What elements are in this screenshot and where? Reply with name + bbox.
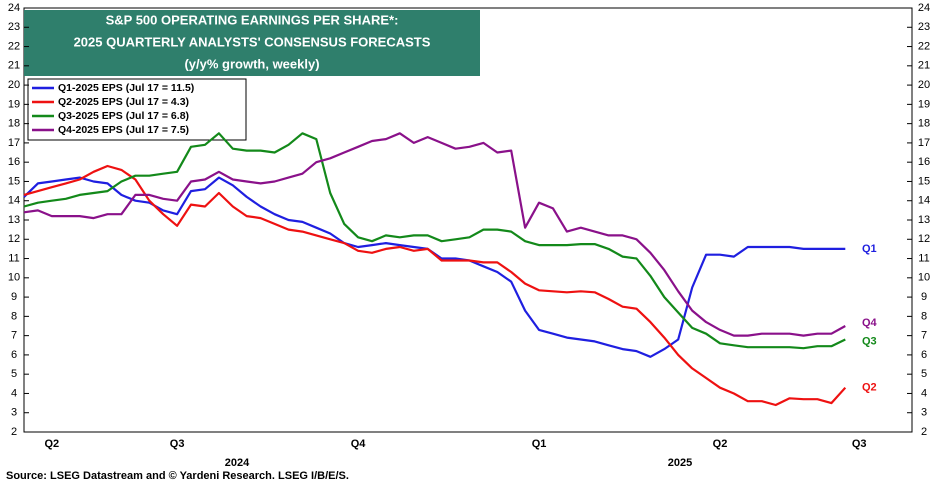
y-tick-label: 12 xyxy=(8,233,20,245)
y-tick-label-right: 24 xyxy=(918,2,930,14)
y-tick-label: 10 xyxy=(8,272,20,284)
y-tick-label: 2 xyxy=(11,426,17,438)
x-tick-label: Q1 xyxy=(532,438,547,450)
title-box xyxy=(24,10,480,76)
y-tick-label: 3 xyxy=(11,407,17,419)
y-tick-label-right: 14 xyxy=(918,195,930,207)
year-label: 2024 xyxy=(225,457,250,469)
y-tick-label: 21 xyxy=(8,60,20,72)
y-tick-label: 13 xyxy=(8,214,20,226)
y-tick-label-right: 2 xyxy=(921,426,927,438)
y-tick-label-right: 15 xyxy=(918,175,930,187)
y-tick-label-right: 16 xyxy=(918,156,930,168)
y-tick-label-right: 3 xyxy=(921,407,927,419)
y-tick-label: 4 xyxy=(11,387,17,399)
y-tick-label: 17 xyxy=(8,137,20,149)
series-end-label: Q2 xyxy=(862,382,877,394)
y-tick-label: 15 xyxy=(8,175,20,187)
x-tick-label: Q4 xyxy=(351,438,367,450)
year-label: 2025 xyxy=(668,457,692,469)
legend-label: Q2-2025 EPS (Jul 17 = 4.3) xyxy=(58,96,189,108)
chart-title: 2025 QUARTERLY ANALYSTS' CONSENSUS FOREC… xyxy=(74,34,431,49)
y-tick-label-right: 11 xyxy=(918,252,929,264)
x-tick-label: Q2 xyxy=(44,438,59,450)
y-tick-label-right: 5 xyxy=(921,368,927,380)
y-tick-label: 19 xyxy=(8,98,20,110)
y-tick-label-right: 12 xyxy=(918,233,930,245)
source-note: Source: LSEG Datastream and © Yardeni Re… xyxy=(6,470,349,482)
x-tick-label: Q3 xyxy=(170,438,185,450)
chart-title: S&P 500 OPERATING EARNINGS PER SHARE*: xyxy=(106,12,399,27)
y-tick-label: 6 xyxy=(11,349,17,361)
y-tick-label-right: 20 xyxy=(918,79,930,91)
y-tick-label-right: 23 xyxy=(918,21,930,33)
y-tick-label-right: 7 xyxy=(921,330,927,342)
y-tick-label-right: 21 xyxy=(918,60,930,72)
y-tick-label: 18 xyxy=(8,118,20,130)
y-tick-label: 16 xyxy=(8,156,20,168)
y-tick-label: 9 xyxy=(11,291,17,303)
legend-label: Q4-2025 EPS (Jul 17 = 7.5) xyxy=(58,124,189,136)
y-tick-label: 11 xyxy=(8,252,19,264)
series-end-label: Q3 xyxy=(862,335,877,347)
legend-box xyxy=(27,78,247,141)
y-tick-label: 23 xyxy=(8,21,20,33)
x-tick-label: Q2 xyxy=(713,438,728,450)
series-end-label: Q1 xyxy=(862,243,877,255)
y-tick-label-right: 13 xyxy=(918,214,930,226)
y-tick-label: 22 xyxy=(8,40,20,52)
series-line xyxy=(23,132,846,337)
y-tick-label-right: 8 xyxy=(921,310,927,322)
legend-label: Q1-2025 EPS (Jul 17 = 11.5) xyxy=(58,82,194,94)
y-tick-label-right: 19 xyxy=(918,98,930,110)
y-tick-label: 5 xyxy=(11,368,17,380)
y-tick-label: 8 xyxy=(11,310,17,322)
legend-label: Q3-2025 EPS (Jul 17 = 6.8) xyxy=(58,110,189,122)
y-tick-label-right: 10 xyxy=(918,272,930,284)
chart-subtitle: (y/y% growth, weekly) xyxy=(184,56,319,71)
y-tick-label-right: 22 xyxy=(918,40,930,52)
y-tick-label-right: 18 xyxy=(918,118,930,130)
x-tick-label: Q3 xyxy=(852,438,867,450)
y-tick-label-right: 4 xyxy=(921,387,927,399)
series-line xyxy=(23,164,847,407)
y-tick-label-right: 9 xyxy=(921,291,927,303)
y-tick-label: 7 xyxy=(11,330,17,342)
y-tick-label-right: 17 xyxy=(918,137,930,149)
y-tick-label: 24 xyxy=(8,2,20,14)
y-tick-label: 14 xyxy=(8,195,20,207)
series-line xyxy=(23,132,846,350)
series-end-label: Q4 xyxy=(862,317,878,329)
y-tick-label-right: 6 xyxy=(921,349,927,361)
y-tick-label: 20 xyxy=(8,79,20,91)
